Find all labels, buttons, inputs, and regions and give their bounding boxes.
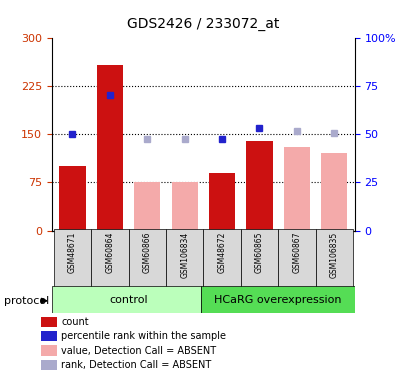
Text: protocol: protocol bbox=[4, 296, 49, 306]
Text: GSM60866: GSM60866 bbox=[143, 232, 152, 273]
Bar bbox=[201, 286, 355, 313]
Bar bbox=[278, 229, 315, 287]
Text: GSM106834: GSM106834 bbox=[180, 232, 189, 278]
Text: GSM60867: GSM60867 bbox=[292, 232, 301, 273]
Bar bbox=[171, 182, 198, 231]
Bar bbox=[166, 229, 203, 287]
Bar bbox=[41, 331, 57, 341]
Bar bbox=[315, 229, 353, 287]
Bar bbox=[54, 229, 91, 287]
Text: HCaRG overexpression: HCaRG overexpression bbox=[215, 295, 342, 304]
Text: rank, Detection Call = ABSENT: rank, Detection Call = ABSENT bbox=[61, 360, 212, 370]
Text: GSM48672: GSM48672 bbox=[217, 232, 227, 273]
Bar bbox=[203, 229, 241, 287]
Text: GSM48671: GSM48671 bbox=[68, 232, 77, 273]
Text: value, Detection Call = ABSENT: value, Detection Call = ABSENT bbox=[61, 346, 216, 355]
Text: GSM60864: GSM60864 bbox=[105, 232, 115, 273]
Bar bbox=[134, 182, 160, 231]
Bar bbox=[97, 64, 123, 231]
Text: GDS2426 / 233072_at: GDS2426 / 233072_at bbox=[127, 17, 280, 31]
Bar bbox=[59, 166, 85, 231]
Bar bbox=[284, 147, 310, 231]
Text: count: count bbox=[61, 316, 89, 327]
Bar bbox=[41, 316, 57, 327]
Bar bbox=[41, 345, 57, 356]
Text: GSM60865: GSM60865 bbox=[255, 232, 264, 273]
Bar bbox=[91, 229, 129, 287]
Bar bbox=[321, 153, 347, 231]
Bar bbox=[52, 286, 201, 313]
Bar bbox=[247, 141, 273, 231]
Text: control: control bbox=[109, 295, 148, 304]
Bar bbox=[129, 229, 166, 287]
Bar bbox=[241, 229, 278, 287]
Bar bbox=[41, 360, 57, 370]
Text: GSM106835: GSM106835 bbox=[330, 232, 339, 278]
Bar bbox=[209, 172, 235, 231]
Text: percentile rank within the sample: percentile rank within the sample bbox=[61, 331, 226, 341]
